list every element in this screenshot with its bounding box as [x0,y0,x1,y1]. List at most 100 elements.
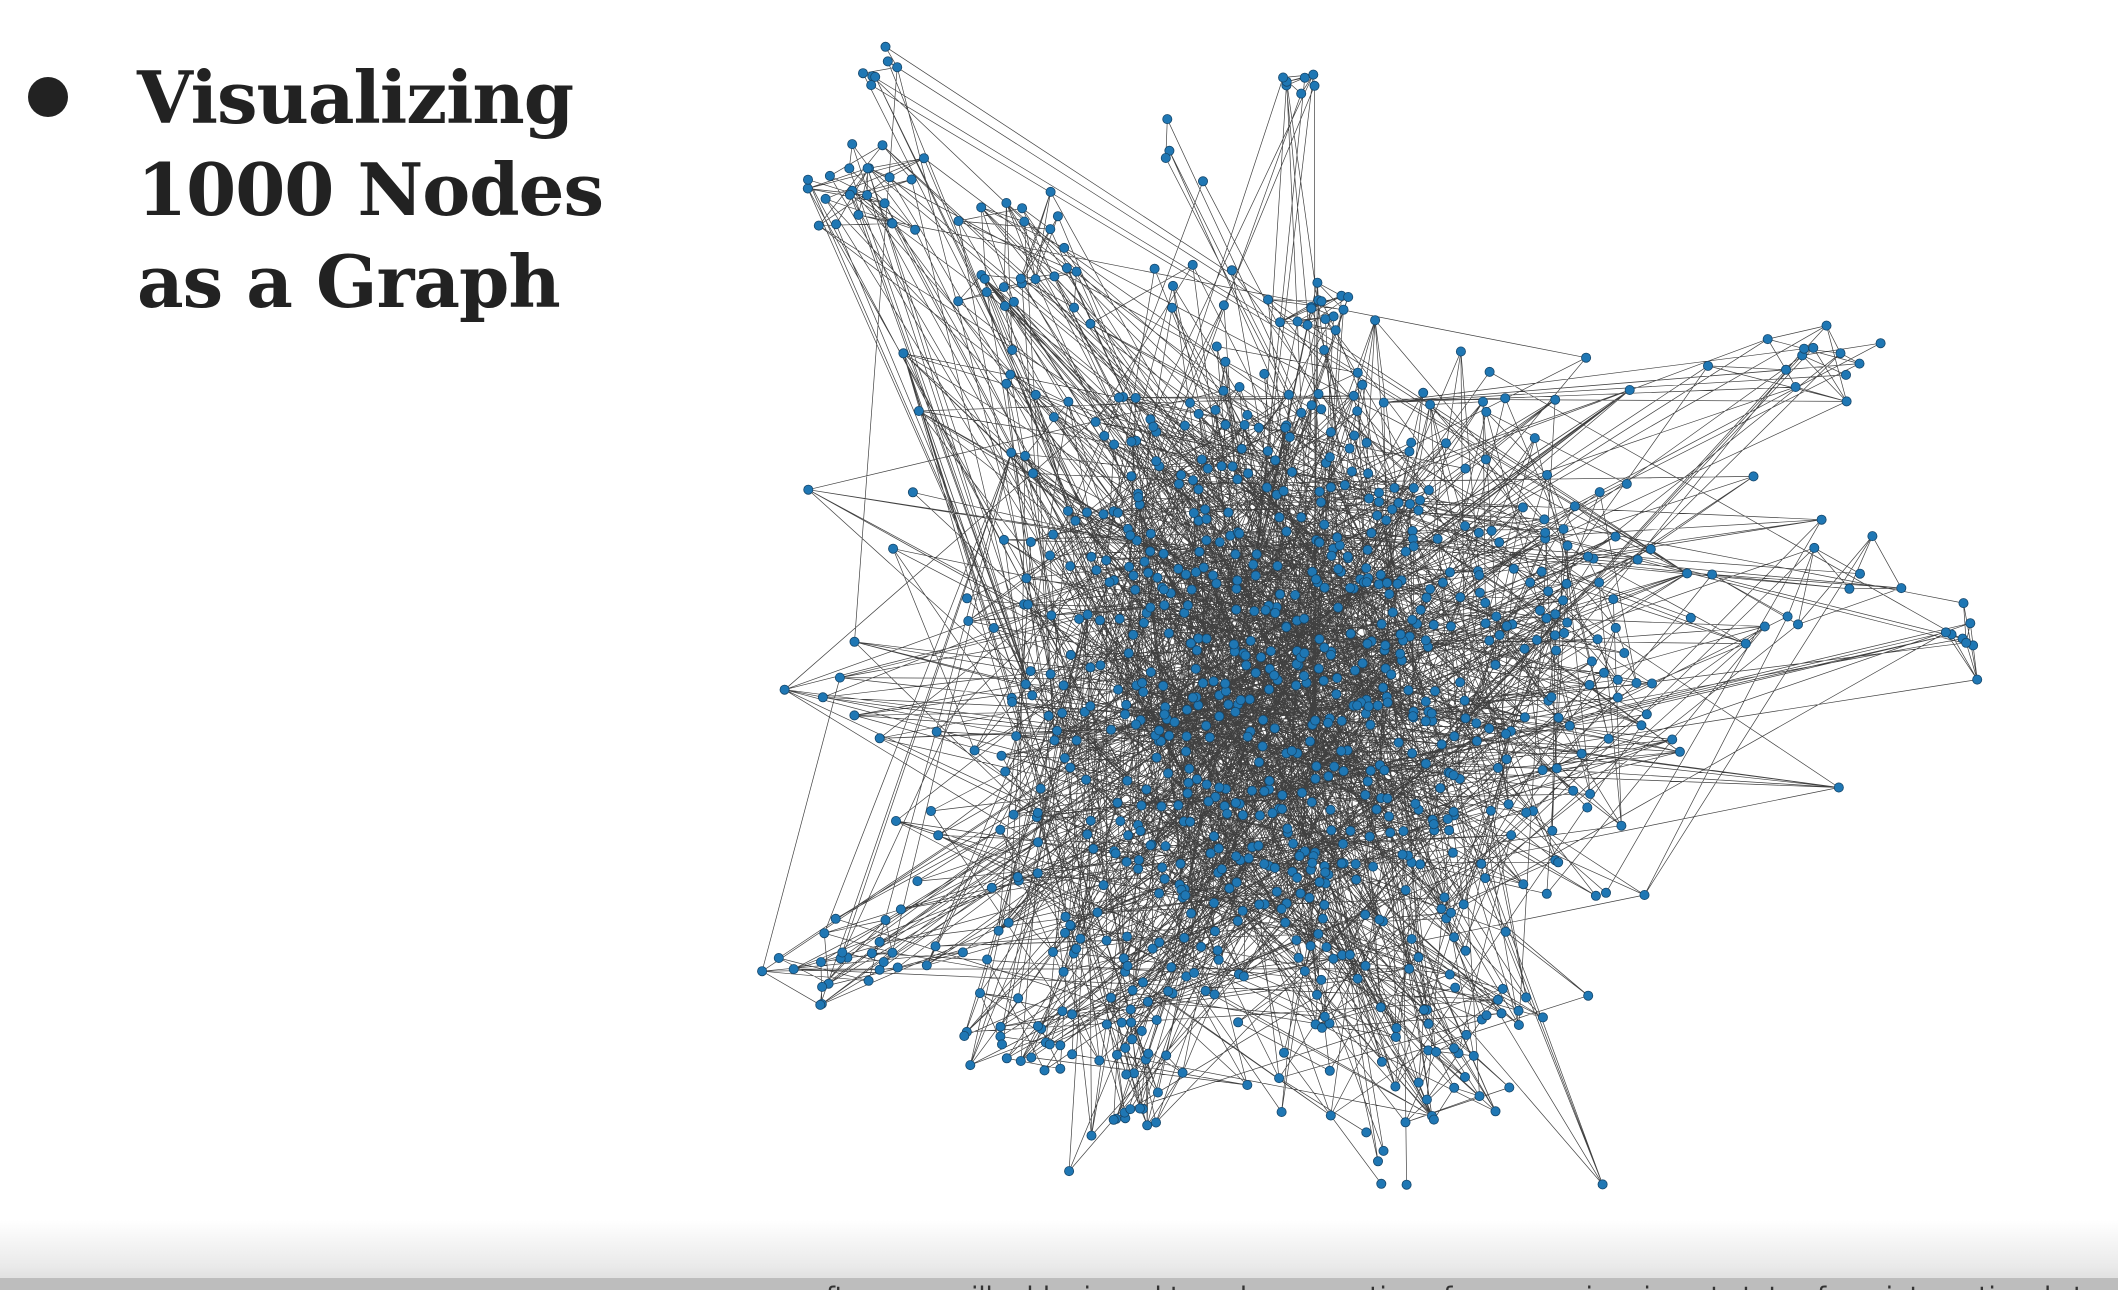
graph-node [1597,1179,1608,1190]
graph-node [1318,675,1329,686]
graph-node [1127,985,1138,996]
graph-node [1115,816,1126,827]
graph-node [1436,903,1447,914]
graph-node [1142,996,1153,1007]
graph-node [1136,800,1147,811]
graph-node [1149,263,1160,274]
graph-node [1145,840,1156,851]
graph-node [1449,1043,1460,1054]
graph-node [1308,69,1319,80]
graph-node [1179,420,1190,431]
graph-node [1833,782,1844,793]
graph-node [1484,635,1495,646]
graph-node [1151,1117,1162,1128]
graph-node [1386,669,1397,680]
graph-node [1435,783,1446,794]
graph-node [1420,758,1431,769]
graph-node [1269,670,1280,681]
graph-node [1799,343,1810,354]
graph-node [1371,804,1382,815]
graph-node [1432,533,1443,544]
graph-node [1583,551,1594,562]
graph-node [1243,853,1254,864]
graph-node [1415,604,1426,615]
graph-node [1536,566,1547,577]
graph-node [1110,848,1121,859]
graph-node [1474,587,1485,598]
bottom-strip [0,1278,2118,1290]
graph-node [1621,478,1632,489]
graph-node [1313,388,1324,399]
graph-node [1406,934,1417,945]
graph-node [1325,650,1336,661]
graph-node [1008,296,1019,307]
graph-node [1311,761,1322,772]
graph-node [1293,952,1304,963]
graph-node [1612,692,1623,703]
graph-node [1423,484,1434,495]
graph-node [1420,635,1431,646]
graph-node [1143,1048,1154,1059]
graph-node [1055,1040,1066,1051]
graph-node [1541,888,1552,899]
graph-node [1086,551,1097,562]
graph-node [1501,621,1512,632]
graph-node [1242,731,1253,742]
graph-node [1448,806,1459,817]
graph-node [1496,1008,1507,1019]
graph-node [1537,765,1548,776]
graph-node [979,273,990,284]
graph-node [1188,475,1199,486]
graph-node [959,1031,970,1042]
graph-node [1158,680,1169,691]
graph-node [1378,1145,1389,1156]
graph-node [1494,537,1505,548]
graph-node [1431,1046,1442,1057]
graph-node [1057,708,1068,719]
graph-node [1148,421,1159,432]
graph-node [1182,704,1193,715]
graph-node [1085,815,1096,826]
graph-node [1256,652,1267,663]
graph-node [1619,648,1630,659]
graph-node [1212,945,1223,956]
graph-node [1032,1021,1043,1032]
graph-node [1125,1104,1136,1115]
graph-node [1407,614,1418,625]
graph-node [1404,446,1415,457]
graph-node [1065,561,1076,572]
graph-node [1201,779,1212,790]
graph-node [1445,567,1456,578]
graph-node [1286,745,1297,756]
graph-node [882,56,893,67]
graph-node [1281,622,1292,633]
graph-node [1325,1110,1336,1121]
graph-node [1214,537,1225,548]
graph-node [1112,797,1123,808]
graph-node [1063,505,1074,516]
graph-node [1338,766,1349,777]
graph-node [1421,592,1432,603]
graph-node [1081,774,1092,785]
graph-node [1400,1117,1411,1128]
graph-node [1060,927,1071,938]
graph-node [1121,1069,1132,1080]
graph-node [1260,605,1271,616]
graph-node [1305,736,1316,747]
graph-node [1740,638,1751,649]
graph-node [1535,605,1546,616]
graph-node [1325,482,1336,493]
graph-node [1808,342,1819,353]
graph-node [1455,677,1466,688]
graph-node [1364,493,1375,504]
graph-node [1550,394,1561,405]
graph-node [1344,443,1355,454]
graph-node [1667,734,1678,745]
graph-node [892,962,903,973]
graph-node [1238,971,1249,982]
graph-node [999,534,1010,545]
graph-node [1368,861,1379,872]
graph-node [1781,364,1792,375]
graph-node [1161,1050,1172,1061]
graph-node [1299,966,1310,977]
